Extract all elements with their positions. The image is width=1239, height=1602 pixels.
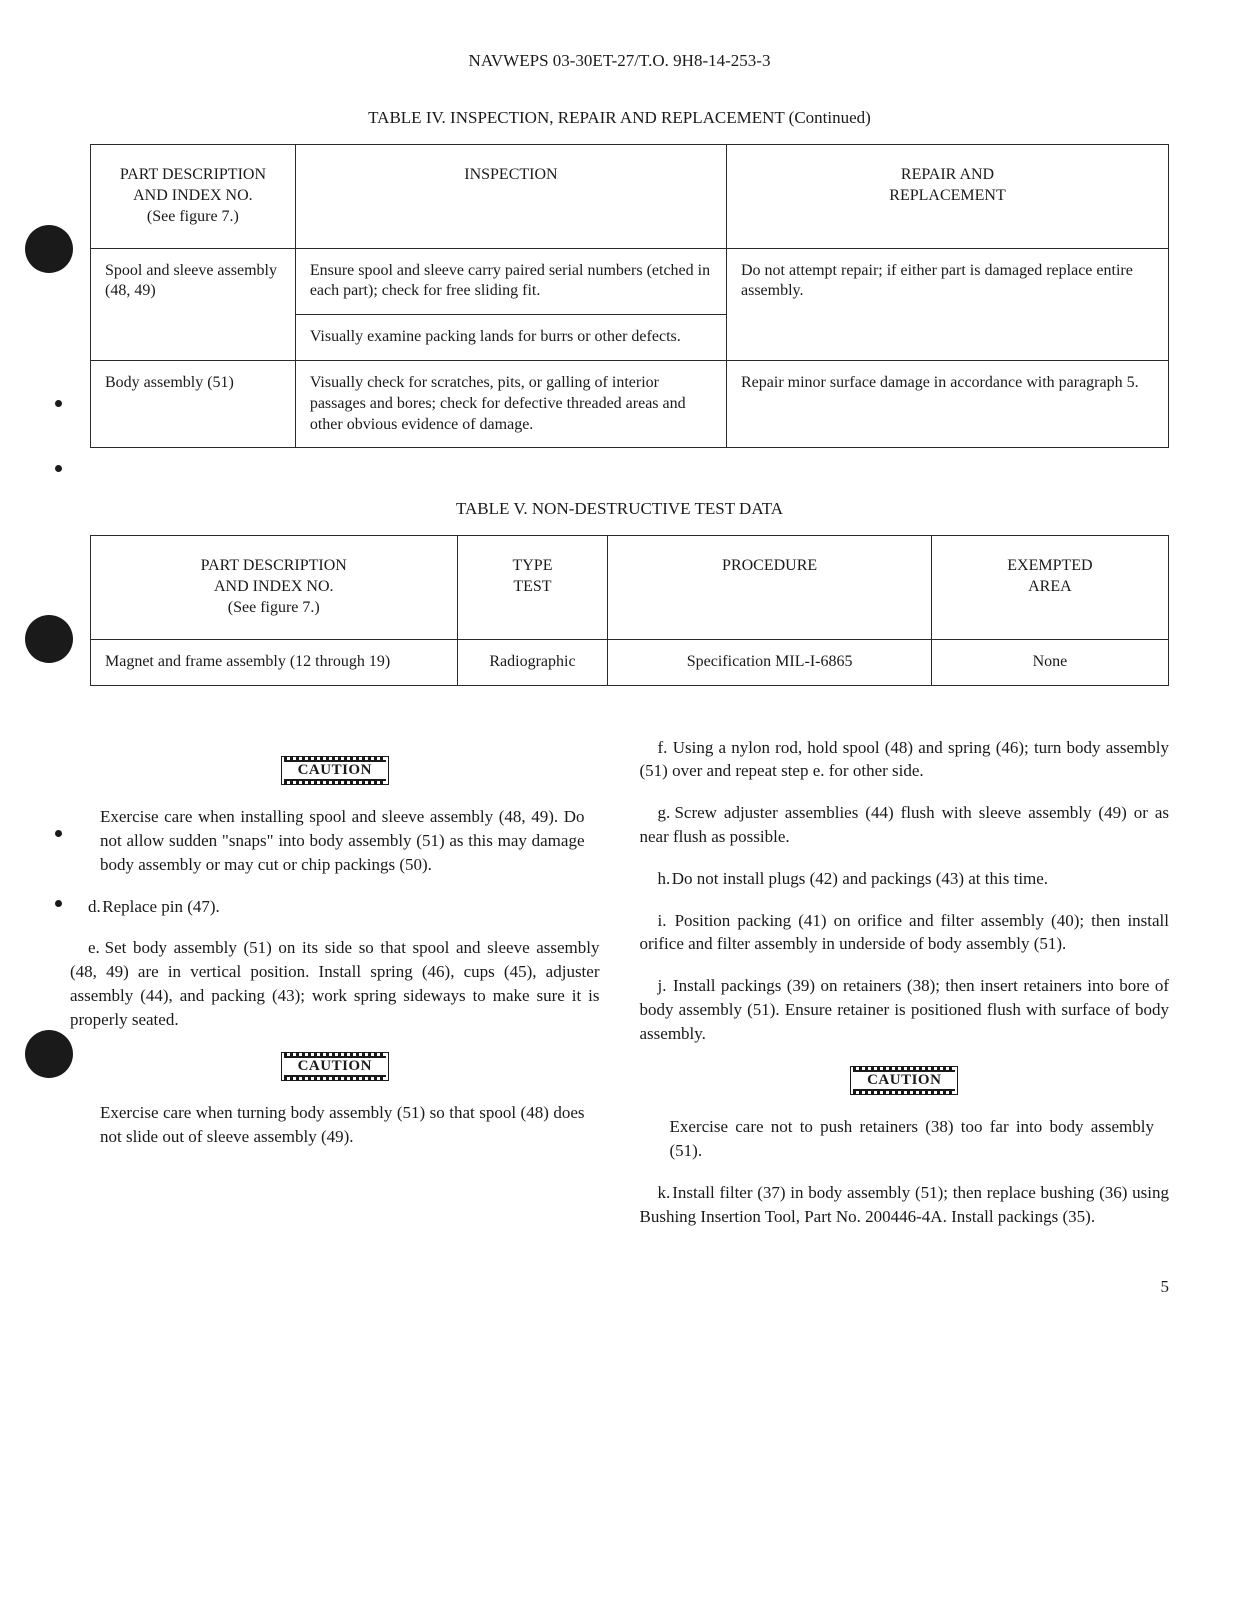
caution-text-2: Exercise care when turning body assembly… [70, 1101, 600, 1149]
table-v-header-col1: PART DESCRIPTION AND INDEX NO. (See figu… [91, 536, 458, 639]
table-v-h1-l3: (See figure 7.) [228, 599, 320, 616]
step-k-text: Install filter (37) in body assembly (51… [640, 1183, 1170, 1226]
step-i-marker: i. [640, 909, 668, 933]
table-iv-header-col1: PART DESCRIPTION AND INDEX NO. (See figu… [91, 145, 296, 248]
table-iv-h3-l2: REPLACEMENT [889, 187, 1005, 204]
step-j: j. Install packings (39) on retainers (3… [640, 974, 1170, 1045]
table-v-header-col2: TYPE TEST [457, 536, 608, 639]
left-column: CAUTION Exercise care when installing sp… [70, 736, 600, 1247]
table-v-r1c1: Magnet and frame assembly (12 through 19… [91, 639, 458, 685]
step-e-marker: e. [70, 936, 98, 960]
table-row: Body assembly (51) Visually check for sc… [91, 360, 1169, 447]
table-iv-h1-l3: (See figure 7.) [147, 208, 239, 225]
table-v: PART DESCRIPTION AND INDEX NO. (See figu… [90, 535, 1169, 685]
caution-text-1: Exercise care when installing spool and … [70, 805, 600, 876]
step-h-text: Do not install plugs (42) and packings (… [672, 869, 1048, 888]
dot-4 [55, 900, 62, 907]
step-d-marker: d. [70, 895, 98, 919]
step-f-marker: f. [640, 736, 668, 760]
table-iv-h3-l1: REPAIR AND [901, 166, 994, 183]
page-number: 5 [70, 1276, 1169, 1298]
caution-box-1: CAUTION [281, 756, 389, 786]
step-g: g. Screw adjuster assemblies (44) flush … [640, 801, 1170, 849]
table-v-header-col3: PROCEDURE [608, 536, 931, 639]
table-v-r1c3: Specification MIL-I-6865 [608, 639, 931, 685]
right-column: f. Using a nylon rod, hold spool (48) an… [640, 736, 1170, 1247]
step-j-text: Install packings (39) on retainers (38);… [640, 976, 1170, 1043]
table-iv-r3c3: Repair minor surface damage in accordanc… [727, 360, 1169, 447]
step-k-marker: k. [640, 1181, 668, 1205]
step-f: f. Using a nylon rod, hold spool (48) an… [640, 736, 1170, 784]
caution-box-3: CAUTION [850, 1066, 958, 1096]
step-f-text: Using a nylon rod, hold spool (48) and s… [640, 738, 1170, 781]
step-d: d. Replace pin (47). [70, 895, 600, 919]
caution-box-2: CAUTION [281, 1052, 389, 1082]
step-h-marker: h. [640, 867, 668, 891]
table-iv-h1-l1: PART DESCRIPTION [120, 166, 266, 183]
table-iv-h1-l2: AND INDEX NO. [133, 187, 253, 204]
punch-hole-1 [25, 225, 73, 273]
table-v-h2-l1: TYPE [512, 557, 552, 574]
table-iv-r2c2: Visually examine packing lands for burrs… [295, 315, 726, 361]
caution-text-3: Exercise care not to push retainers (38)… [640, 1115, 1170, 1163]
table-iv-header-col2: INSPECTION [295, 145, 726, 248]
table-iv: PART DESCRIPTION AND INDEX NO. (See figu… [90, 144, 1169, 448]
step-j-marker: j. [640, 974, 668, 998]
table-iv-r3c1: Body assembly (51) [91, 360, 296, 447]
table-iv-r1c2: Ensure spool and sleeve carry paired ser… [295, 248, 726, 315]
table-iv-header-col3: REPAIR AND REPLACEMENT [727, 145, 1169, 248]
punch-hole-2 [25, 615, 73, 663]
page-container: NAVWEPS 03-30ET-27/T.O. 9H8-14-253-3 TAB… [70, 50, 1169, 1298]
table-v-h1-l1: PART DESCRIPTION [201, 557, 347, 574]
table-v-h2-l2: TEST [513, 578, 551, 595]
table-iv-title: TABLE IV. INSPECTION, REPAIR AND REPLACE… [70, 107, 1169, 129]
table-row: Magnet and frame assembly (12 through 19… [91, 639, 1169, 685]
step-e: e. Set body assembly (51) on its side so… [70, 936, 600, 1031]
content-columns: CAUTION Exercise care when installing sp… [70, 736, 1169, 1247]
step-e-text: Set body assembly (51) on its side so th… [70, 938, 600, 1028]
table-v-r1c2: Radiographic [457, 639, 608, 685]
table-v-h4-l1: EXEMPTED [1007, 557, 1092, 574]
document-header: NAVWEPS 03-30ET-27/T.O. 9H8-14-253-3 [70, 50, 1169, 72]
table-v-title: TABLE V. NON-DESTRUCTIVE TEST DATA [70, 498, 1169, 520]
table-v-h1-l2: AND INDEX NO. [214, 578, 334, 595]
step-g-marker: g. [640, 801, 668, 825]
table-iv-r1c3: Do not attempt repair; if either part is… [727, 248, 1169, 360]
dot-3 [55, 830, 62, 837]
step-k: k. Install filter (37) in body assembly … [640, 1181, 1170, 1229]
table-v-header-col4: EXEMPTED AREA [931, 536, 1168, 639]
step-i-text: Position packing (41) on orifice and fil… [640, 911, 1170, 954]
table-iv-r3c2: Visually check for scratches, pits, or g… [295, 360, 726, 447]
punch-hole-3 [25, 1030, 73, 1078]
dot-1 [55, 400, 62, 407]
step-h: h. Do not install plugs (42) and packing… [640, 867, 1170, 891]
table-v-r1c4: None [931, 639, 1168, 685]
table-row: Spool and sleeve assembly (48, 49) Ensur… [91, 248, 1169, 315]
step-g-text: Screw adjuster assemblies (44) flush wit… [640, 803, 1170, 846]
step-i: i. Position packing (41) on orifice and … [640, 909, 1170, 957]
step-d-text: Replace pin (47). [102, 897, 220, 916]
table-v-h4-l2: AREA [1028, 578, 1072, 595]
table-iv-r1c1: Spool and sleeve assembly (48, 49) [91, 248, 296, 360]
dot-2 [55, 465, 62, 472]
